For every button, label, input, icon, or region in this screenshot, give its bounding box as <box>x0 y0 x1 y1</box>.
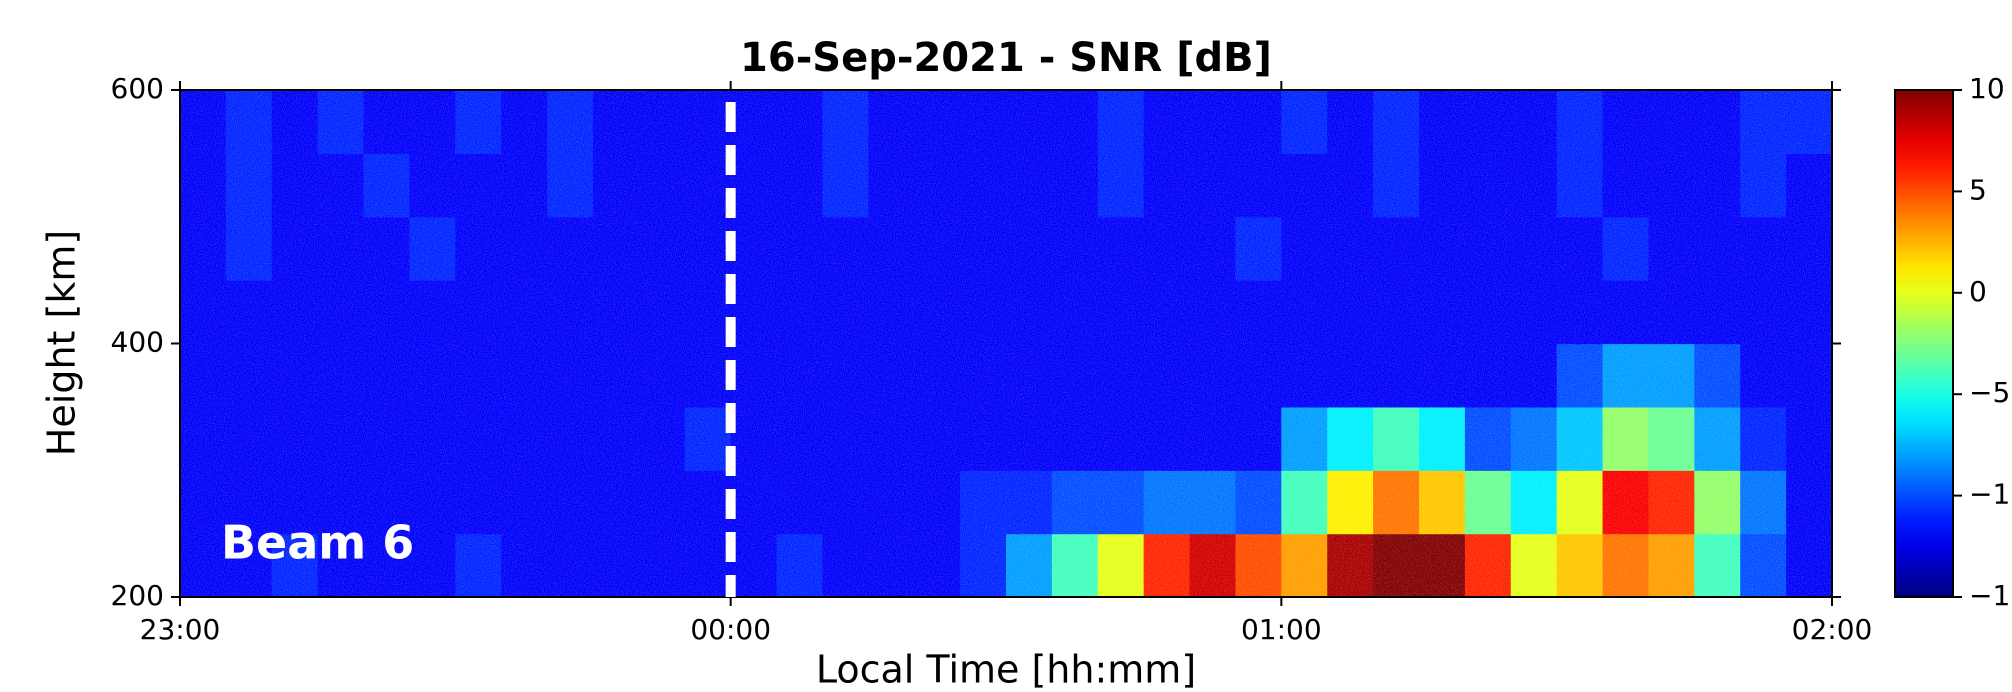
colorbar-tick-label: −10 <box>1969 478 2012 511</box>
noise-texture <box>180 90 1832 597</box>
colorbar-tick-label: 10 <box>1969 72 2005 105</box>
chart-title: 16-Sep-2021 - SNR [dB] <box>740 35 1272 81</box>
x-axis-label: Local Time [hh:mm] <box>816 648 1196 692</box>
colorbar-tick-label: −5 <box>1969 376 2010 409</box>
y-axis-label: Height [km] <box>40 230 84 456</box>
colorbar-tick-label: 0 <box>1969 275 1987 308</box>
x-tick-label: 01:00 <box>1241 613 1322 646</box>
x-tick-label: 00:00 <box>690 613 771 646</box>
annotation: Beam 6 <box>221 516 414 570</box>
colorbar <box>1894 89 1954 598</box>
colorbar-tick-label: −15 <box>1969 579 2012 612</box>
y-tick-label: 400 <box>111 326 164 359</box>
x-tick-label: 02:00 <box>1792 613 1873 646</box>
y-tick-label: 200 <box>111 579 164 612</box>
y-tick-label: 600 <box>111 72 164 105</box>
x-tick-label: 23:00 <box>140 613 221 646</box>
colorbar-tick-label: 5 <box>1969 173 1987 206</box>
